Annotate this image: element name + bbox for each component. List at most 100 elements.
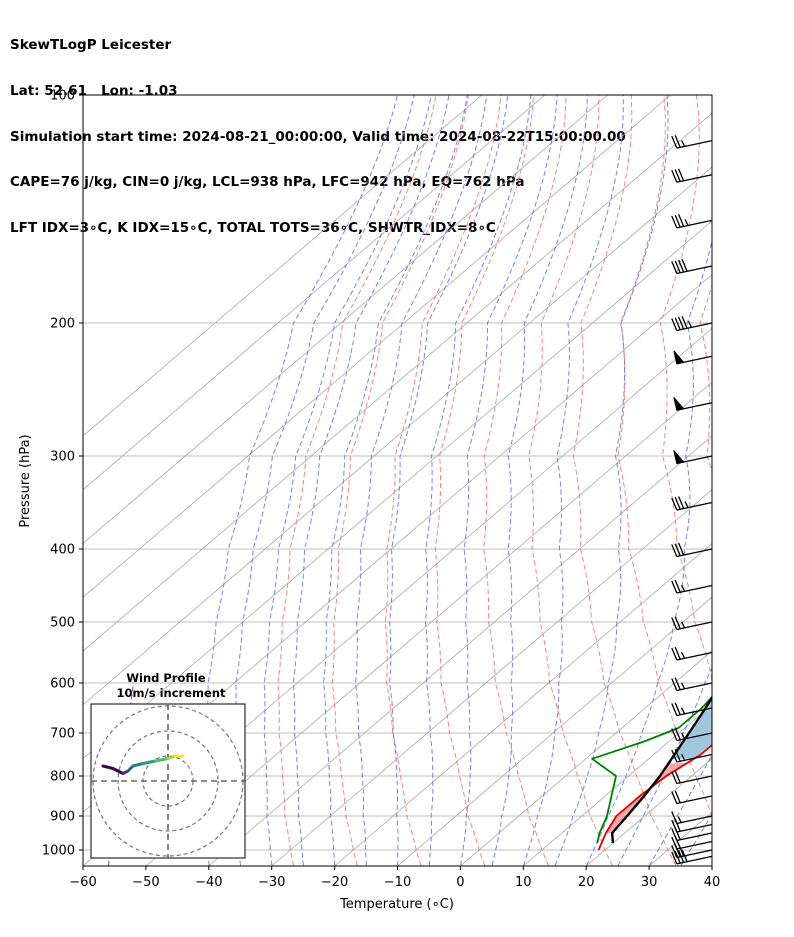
y-tick-label: 900 (50, 810, 75, 825)
moist-adiabat-line (460, 95, 558, 866)
moist-adiabat-line (711, 865, 712, 866)
dry-adiabat-line (331, 95, 469, 866)
chart-header: SkewTLogP Leicester Lat: 52.61 Lon: -1.0… (10, 8, 626, 251)
isotherm-line (83, 95, 483, 437)
wind-barb (671, 542, 713, 558)
hodograph-segment (101, 764, 115, 770)
y-tick-label: 200 (50, 317, 75, 332)
moist-adiabat-line (424, 95, 532, 866)
hodograph-segment (131, 762, 145, 768)
isotherm-line (271, 489, 712, 866)
cape-indices: CAPE=76 j/kg, CIN=0 j/kg, LCL=938 hPa, L… (10, 174, 525, 191)
wind-barb (671, 580, 713, 594)
cape-area (671, 697, 712, 759)
wind-barb (671, 749, 713, 763)
isotherm-line (83, 112, 712, 652)
isotherm-line (83, 95, 546, 491)
profile-lines (591, 695, 712, 851)
wind-barb (671, 790, 713, 805)
moist-adiabat-line (292, 95, 450, 866)
stability-indices: LFT IDX=3∘C, K IDX=15∘C, TOTAL TOTS=36∘C… (10, 219, 496, 236)
wind-barb (671, 647, 713, 661)
hodograph-inset: Wind Profile 10m/s increment (90, 671, 246, 859)
hodograph-segment (154, 757, 170, 763)
isotherm-line (334, 542, 712, 866)
isotherm-line (397, 596, 712, 866)
wind-barb (671, 819, 713, 833)
y-tick-label: 500 (50, 616, 75, 631)
wind-barb (671, 168, 713, 183)
y-tick-label: 300 (50, 450, 75, 465)
moist-adiabat-line (523, 95, 624, 866)
hodograph-subtitle: 10m/s increment (117, 686, 226, 700)
y-tick-label: 600 (50, 677, 75, 692)
y-axis-ticks: 1000 900 800 700 600 500 400 300 200 100 (42, 89, 83, 859)
wind-barb (671, 770, 713, 785)
dry-adiabat-line (572, 95, 677, 866)
dry-adiabat-line (617, 95, 712, 817)
x-tick-label: 20 (578, 875, 595, 890)
wind-barb (671, 259, 713, 275)
x-axis-ticks: −60 −50 −40 −30 −20 −10 0 10 20 30 40 (69, 866, 720, 890)
isotherm-line (523, 704, 712, 866)
moist-adiabat-line (388, 95, 509, 866)
x-tick-label: 10 (515, 875, 532, 890)
dewpoint-line (591, 695, 712, 844)
moist-adiabat-line (204, 95, 398, 866)
title-station: SkewTLogP Leicester (10, 37, 172, 54)
isotherm-line (83, 95, 671, 598)
wind-barb (671, 316, 713, 332)
parcel-line (611, 695, 712, 844)
x-tick-label: −40 (195, 875, 222, 890)
isotherm-line (83, 166, 712, 706)
wind-barb (671, 727, 713, 742)
cape-cin-fill (605, 697, 712, 833)
dry-adiabat-line (740, 95, 794, 866)
x-tick-label: 40 (704, 875, 721, 890)
wind-barb (671, 214, 713, 229)
moist-adiabat-line (586, 238, 712, 866)
wind-barb (671, 616, 713, 631)
y-tick-label: 700 (50, 727, 75, 742)
isotherm-line (83, 95, 608, 544)
dry-adiabat-line (483, 95, 567, 866)
wind-barb (671, 496, 713, 511)
hodograph-segment (141, 759, 157, 765)
moist-adiabat-line (234, 95, 415, 866)
moist-adiabat-line (617, 666, 712, 866)
dry-adiabat-line (780, 95, 794, 866)
wind-barb (673, 396, 713, 411)
wind-barb (671, 702, 713, 717)
moist-adiabat-line (648, 753, 712, 866)
x-tick-label: −20 (321, 875, 348, 890)
hodograph-segment (111, 767, 125, 775)
hodograph-title: Wind Profile (126, 671, 206, 685)
moist-adiabat-line (554, 95, 669, 866)
dry-adiabat-line (699, 283, 712, 474)
moist-adiabat-line (263, 95, 432, 866)
isotherm-line (649, 811, 712, 866)
y-tick-label: 1000 (42, 844, 75, 859)
wind-barb (671, 135, 713, 149)
moist-adiabat-line (744, 95, 794, 866)
y-axis-label: Pressure (hPa) (18, 434, 33, 527)
hodograph-ring (117, 730, 219, 832)
background-lines (8, 95, 794, 866)
wind-barb (671, 677, 713, 692)
wind-barb (671, 811, 713, 825)
wind-barbs (671, 135, 713, 865)
x-tick-label: 0 (456, 875, 464, 890)
simulation-times: Simulation start time: 2024-08-21_00:00:… (10, 128, 626, 145)
y-tick-label: 400 (50, 543, 75, 558)
isotherm-line (712, 95, 794, 866)
y-tick-label: 100 (50, 89, 75, 104)
isotherm-line (775, 95, 794, 866)
temperature-line (597, 743, 712, 851)
dry-adiabat-line (528, 95, 613, 866)
dry-adiabat-line (384, 95, 502, 866)
mixing-ratio-line (8, 683, 33, 866)
x-tick-label: −60 (69, 875, 96, 890)
x-tick-label: −10 (384, 875, 411, 890)
dry-adiabat-line (659, 95, 712, 683)
